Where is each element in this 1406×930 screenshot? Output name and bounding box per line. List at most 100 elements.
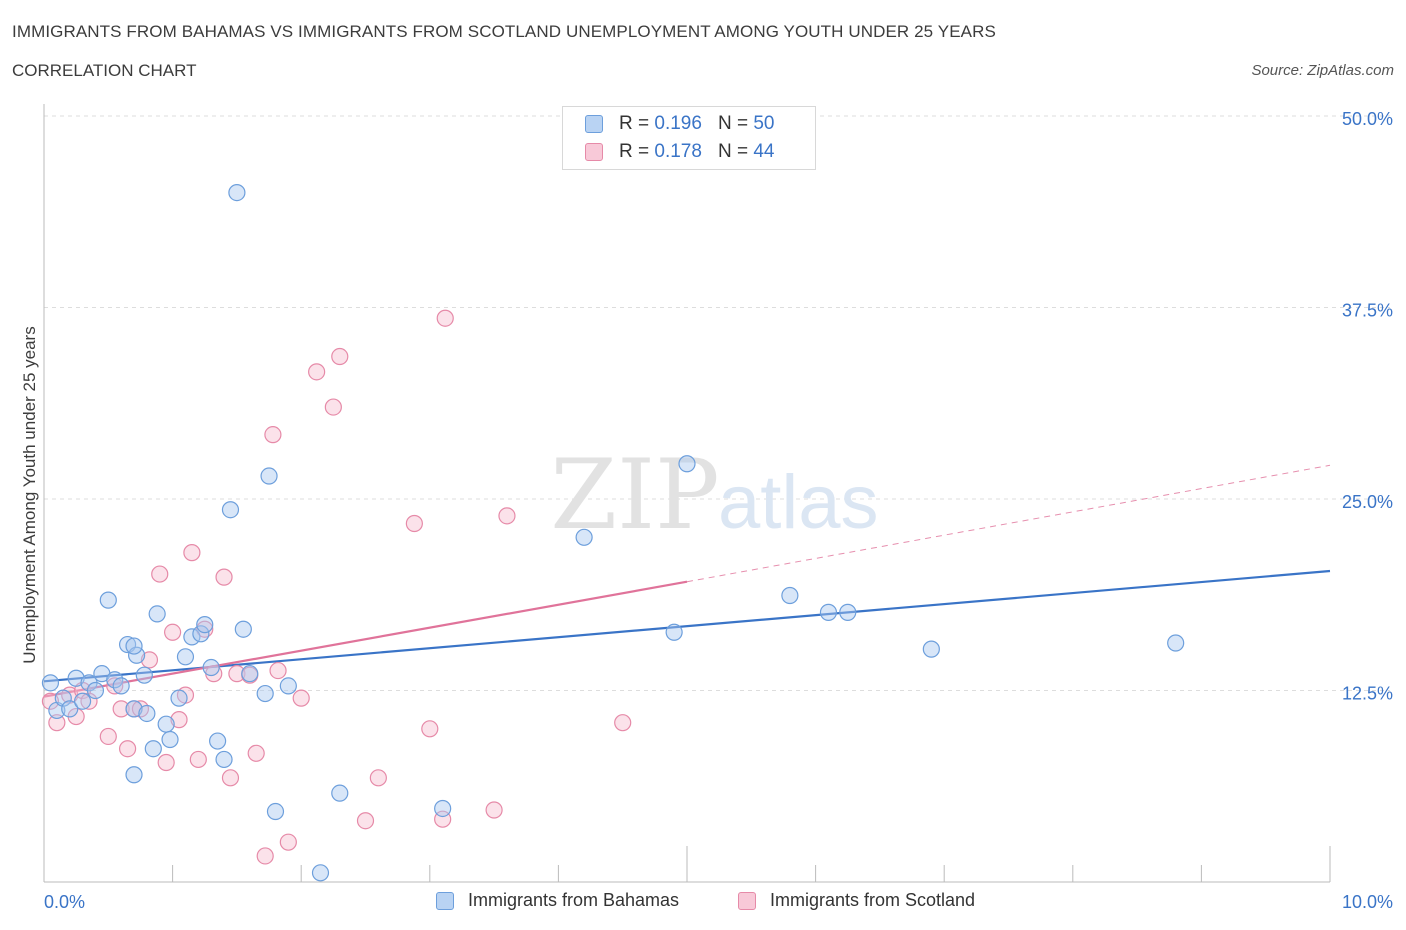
watermark: ZIP atlas (550, 439, 878, 551)
data-point-bahamas (234, 620, 252, 638)
data-point-bahamas (157, 715, 175, 733)
chart-subtitle: CORRELATION CHART (12, 61, 197, 80)
watermark-zip: ZIP (550, 439, 719, 551)
data-point-bahamas (1167, 634, 1185, 652)
bottom-swatch-bahamas (436, 891, 454, 910)
data-point-scotland (498, 507, 516, 525)
data-point-bahamas (434, 799, 452, 818)
data-point-bahamas (112, 677, 130, 695)
legend-r-value: 0.196 (654, 113, 702, 134)
legend-r-value: 0.178 (654, 141, 702, 162)
x-tick-label: 0.0% (44, 892, 85, 912)
data-point-bahamas (125, 637, 143, 655)
data-point-bahamas (839, 603, 857, 621)
data-point-bahamas (266, 802, 285, 821)
data-point-bahamas (125, 700, 143, 718)
data-point-bahamas (67, 669, 85, 687)
tick-labels: 12.5% 25.0% 37.5% 50.0% 0.0% 10.0% (44, 109, 1393, 912)
data-point-bahamas (228, 184, 246, 202)
data-point-bahamas (138, 704, 156, 723)
watermark-atlas: atlas (718, 460, 879, 545)
data-point-scotland (118, 740, 137, 758)
data-point-bahamas (54, 689, 72, 707)
data-point-scotland (228, 665, 246, 683)
legend-swatch-bahamas (585, 115, 603, 133)
data-point-bahamas (665, 623, 683, 641)
data-point-scotland (436, 309, 454, 327)
data-point-scotland (112, 700, 130, 718)
data-point-bahamas (192, 625, 210, 643)
data-point-scotland (269, 661, 287, 680)
data-point-bahamas (215, 750, 233, 769)
data-point-scotland (170, 711, 188, 729)
data-point-scotland (292, 689, 310, 707)
trend-line-bahamas (43, 569, 1331, 683)
data-point-bahamas (260, 467, 278, 485)
legend-row-scotland: R = 0.178 N = 44 (585, 139, 774, 165)
data-point-bahamas (256, 684, 274, 703)
data-point-scotland (151, 565, 169, 583)
data-point-bahamas (819, 603, 838, 621)
data-point-bahamas (922, 640, 940, 658)
data-point-bahamas (241, 665, 259, 683)
data-point-scotland (221, 769, 240, 787)
data-point-bahamas (144, 740, 162, 758)
data-point-scotland (183, 544, 201, 562)
bottom-legend-label-scotland: Immigrants from Scotland (770, 890, 976, 910)
data-point-bahamas (148, 605, 166, 623)
data-point-bahamas (202, 658, 220, 677)
data-point-bahamas (86, 681, 105, 700)
legend-swatch-scotland (585, 143, 603, 161)
trend-lines (43, 464, 1331, 698)
axes (43, 104, 1331, 883)
bottom-legend-label-bahamas: Immigrants from Bahamas (468, 890, 680, 910)
data-point-bahamas (575, 528, 593, 546)
trend-line-scotland (43, 580, 688, 698)
data-point-bahamas (61, 700, 79, 718)
y-axis-label: Unemployment Among Youth under 25 years (20, 326, 39, 664)
x-tick-label: 10.0% (1342, 892, 1393, 912)
data-point-scotland (308, 363, 326, 381)
data-point-bahamas (41, 674, 60, 692)
data-point-bahamas (135, 666, 153, 684)
data-point-bahamas (678, 455, 696, 473)
data-point-scotland (405, 514, 423, 533)
data-point-scotland (164, 623, 182, 641)
data-point-bahamas (183, 628, 201, 646)
data-point-scotland (279, 833, 297, 851)
legend-n-value: 44 (753, 141, 775, 162)
data-point-bahamas (196, 616, 214, 634)
bottom-swatch-scotland (738, 891, 756, 910)
data-point-scotland (421, 720, 439, 738)
chart-title: IMMIGRANTS FROM BAHAMAS VS IMMIGRANTS FR… (12, 22, 996, 41)
data-point-scotland (140, 651, 159, 669)
trend-line-extension-scotland (686, 464, 1331, 583)
data-points (41, 184, 1185, 882)
data-point-bahamas (311, 864, 330, 882)
data-point-scotland (106, 677, 124, 695)
data-point-bahamas (221, 501, 240, 519)
bottom-legend-scotland: Immigrants from Scotland (738, 890, 975, 911)
data-point-scotland (331, 347, 349, 366)
y-tick-label: 50.0% (1342, 109, 1393, 129)
data-point-bahamas (73, 692, 92, 710)
data-point-bahamas (279, 677, 297, 695)
data-point-scotland (256, 847, 274, 865)
data-point-bahamas (106, 671, 124, 689)
data-point-scotland (80, 692, 98, 710)
data-point-scotland (99, 727, 117, 746)
data-point-bahamas (331, 784, 349, 802)
legend-r-label: R = (619, 141, 650, 162)
data-point-scotland (41, 692, 60, 710)
legend-n-label: N = (717, 141, 749, 162)
data-point-scotland (324, 398, 342, 416)
y-tick-label: 37.5% (1342, 301, 1393, 321)
data-point-bahamas (99, 591, 117, 609)
legend-row-bahamas: R = 0.196 N = 50 (585, 111, 774, 137)
source-credit: Source: ZipAtlas.com (1251, 62, 1394, 79)
data-point-scotland (215, 568, 233, 586)
data-point-bahamas (170, 689, 188, 707)
data-point-scotland (189, 750, 207, 769)
legend-r-label: R = (619, 113, 650, 134)
